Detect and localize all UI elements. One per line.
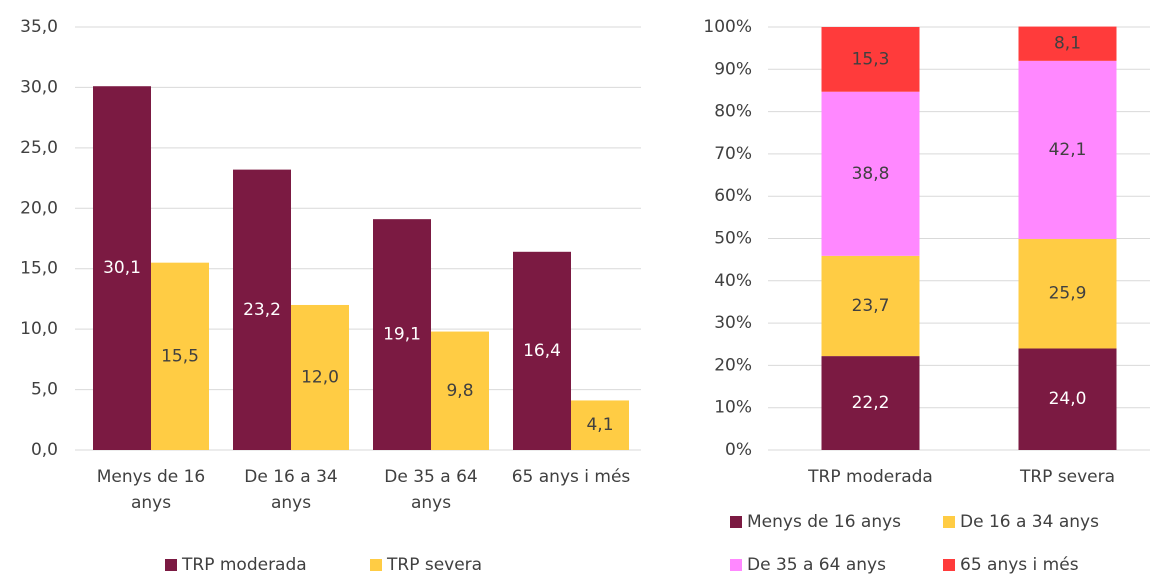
bar-segment bbox=[821, 91, 920, 256]
value-label: 24,0 bbox=[1049, 389, 1087, 409]
y-tick-label: 15,0 bbox=[20, 259, 58, 279]
x-tick-label: TRP moderada bbox=[808, 467, 933, 487]
x-tick-label: Menys de 16 anys bbox=[96, 467, 206, 513]
value-label: 42,1 bbox=[1049, 140, 1087, 160]
value-label: 23,7 bbox=[852, 296, 890, 316]
y-tick-label: 0,0 bbox=[31, 440, 58, 460]
value-label: 4,1 bbox=[586, 415, 613, 435]
bar-segment bbox=[821, 27, 920, 92]
bar-segment bbox=[821, 356, 920, 450]
bar bbox=[431, 331, 489, 450]
y-tick-label: 90% bbox=[714, 59, 752, 79]
y-tick-label: 60% bbox=[714, 186, 752, 206]
x-tick-label: De 35 a 64 anys bbox=[384, 467, 478, 513]
value-label: 8,1 bbox=[1054, 34, 1081, 54]
y-tick-label: 30,0 bbox=[20, 77, 58, 97]
legend-label: TRP moderada bbox=[181, 555, 307, 575]
bar-segment bbox=[1018, 348, 1117, 450]
bar-segment bbox=[1018, 26, 1117, 61]
value-label: 16,4 bbox=[523, 341, 561, 361]
bar bbox=[513, 251, 571, 450]
x-tick-label: TRP severa bbox=[1019, 467, 1116, 487]
x-tick-label: 65 anys i més bbox=[511, 467, 631, 487]
y-tick-label: 20,0 bbox=[20, 198, 58, 218]
value-label: 38,8 bbox=[852, 164, 890, 184]
y-tick-label: 25,0 bbox=[20, 138, 58, 158]
bar bbox=[373, 219, 431, 450]
bar-segment bbox=[1018, 238, 1117, 349]
y-tick-label: 10,0 bbox=[20, 319, 58, 339]
value-label: 15,5 bbox=[161, 346, 199, 366]
legend-label: TRP severa bbox=[386, 555, 482, 575]
bar bbox=[93, 86, 151, 450]
y-tick-label: 80% bbox=[714, 102, 752, 122]
legend-label: Menys de 16 anys bbox=[747, 512, 901, 532]
bar bbox=[151, 262, 209, 450]
y-tick-label: 40% bbox=[714, 271, 752, 291]
value-label: 23,2 bbox=[243, 300, 281, 320]
value-label: 30,1 bbox=[103, 258, 141, 278]
value-label: 9,8 bbox=[446, 381, 473, 401]
legend-label: De 35 a 64 anys bbox=[747, 555, 886, 575]
y-tick-label: 30% bbox=[714, 313, 752, 333]
bar bbox=[233, 169, 291, 450]
legend-label: De 16 a 34 anys bbox=[960, 512, 1099, 532]
value-label: 22,2 bbox=[852, 393, 890, 413]
legend-swatch bbox=[943, 516, 955, 528]
y-tick-label: 100% bbox=[703, 17, 752, 37]
legend-label: 65 anys i més bbox=[960, 555, 1079, 575]
value-label: 12,0 bbox=[301, 367, 339, 387]
legend-swatch bbox=[370, 559, 382, 571]
x-tick-label: De 16 a 34 anys bbox=[244, 467, 338, 513]
bar bbox=[291, 304, 349, 450]
legend-swatch bbox=[165, 559, 177, 571]
y-tick-label: 70% bbox=[714, 144, 752, 164]
value-label: 15,3 bbox=[852, 49, 890, 69]
value-label: 19,1 bbox=[383, 325, 421, 345]
y-tick-label: 5,0 bbox=[31, 380, 58, 400]
legend-swatch bbox=[730, 516, 742, 528]
bar-segment bbox=[821, 255, 920, 357]
y-tick-label: 10% bbox=[714, 398, 752, 418]
y-tick-label: 20% bbox=[714, 355, 752, 375]
y-tick-label: 0% bbox=[725, 440, 752, 460]
legend-swatch bbox=[943, 559, 955, 571]
legend-swatch bbox=[730, 559, 742, 571]
bar-segment bbox=[1018, 60, 1117, 239]
value-label: 25,9 bbox=[1049, 284, 1087, 304]
bar bbox=[571, 400, 629, 450]
y-tick-label: 50% bbox=[714, 229, 752, 249]
y-tick-label: 35,0 bbox=[20, 17, 58, 37]
